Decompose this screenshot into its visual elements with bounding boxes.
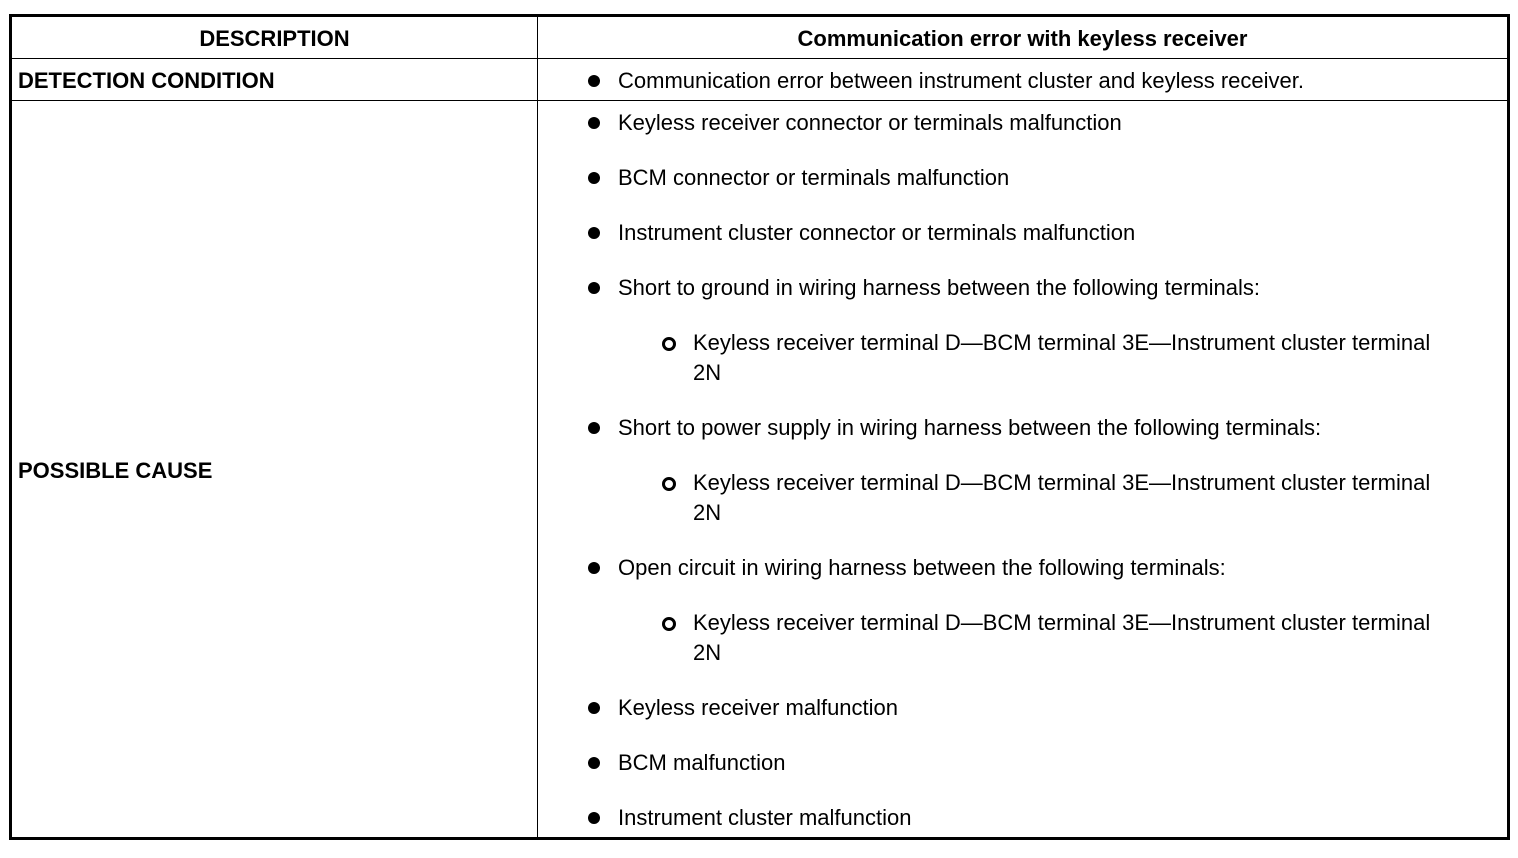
list-item: Keyless receiver malfunction: [538, 693, 1507, 723]
detection-condition-label: DETECTION CONDITION: [18, 68, 275, 93]
list-item: Keyless receiver connector or terminals …: [538, 108, 1507, 138]
list-item: Short to power supply in wiring harness …: [538, 413, 1507, 443]
header-description: DESCRIPTION: [199, 26, 350, 51]
possible-cause-list: Keyless receiver connector or terminals …: [538, 108, 1507, 858]
column-divider: [537, 17, 538, 837]
list-item: Communication error between instrument c…: [538, 66, 1507, 96]
row-divider: [12, 100, 1507, 101]
list-item: Instrument cluster connector or terminal…: [538, 218, 1507, 248]
diagnostic-table: DESCRIPTION Communication error with key…: [9, 14, 1510, 840]
list-item: BCM malfunction: [538, 748, 1507, 778]
sub-list-item: Keyless receiver terminal D—BCM terminal…: [538, 328, 1507, 388]
possible-cause-label: POSSIBLE CAUSE: [18, 458, 213, 483]
list-item: Instrument cluster malfunction: [538, 803, 1507, 833]
detection-condition-list: Communication error between instrument c…: [538, 66, 1507, 121]
sub-list-item: Keyless receiver terminal D—BCM terminal…: [538, 468, 1507, 528]
list-item: BCM connector or terminals malfunction: [538, 163, 1507, 193]
header-title: Communication error with keyless receive…: [797, 26, 1248, 51]
list-item: Open circuit in wiring harness between t…: [538, 553, 1507, 583]
row-divider: [12, 58, 1507, 59]
sub-list-item: Keyless receiver terminal D—BCM terminal…: [538, 608, 1507, 668]
list-item: Short to ground in wiring harness betwee…: [538, 273, 1507, 303]
